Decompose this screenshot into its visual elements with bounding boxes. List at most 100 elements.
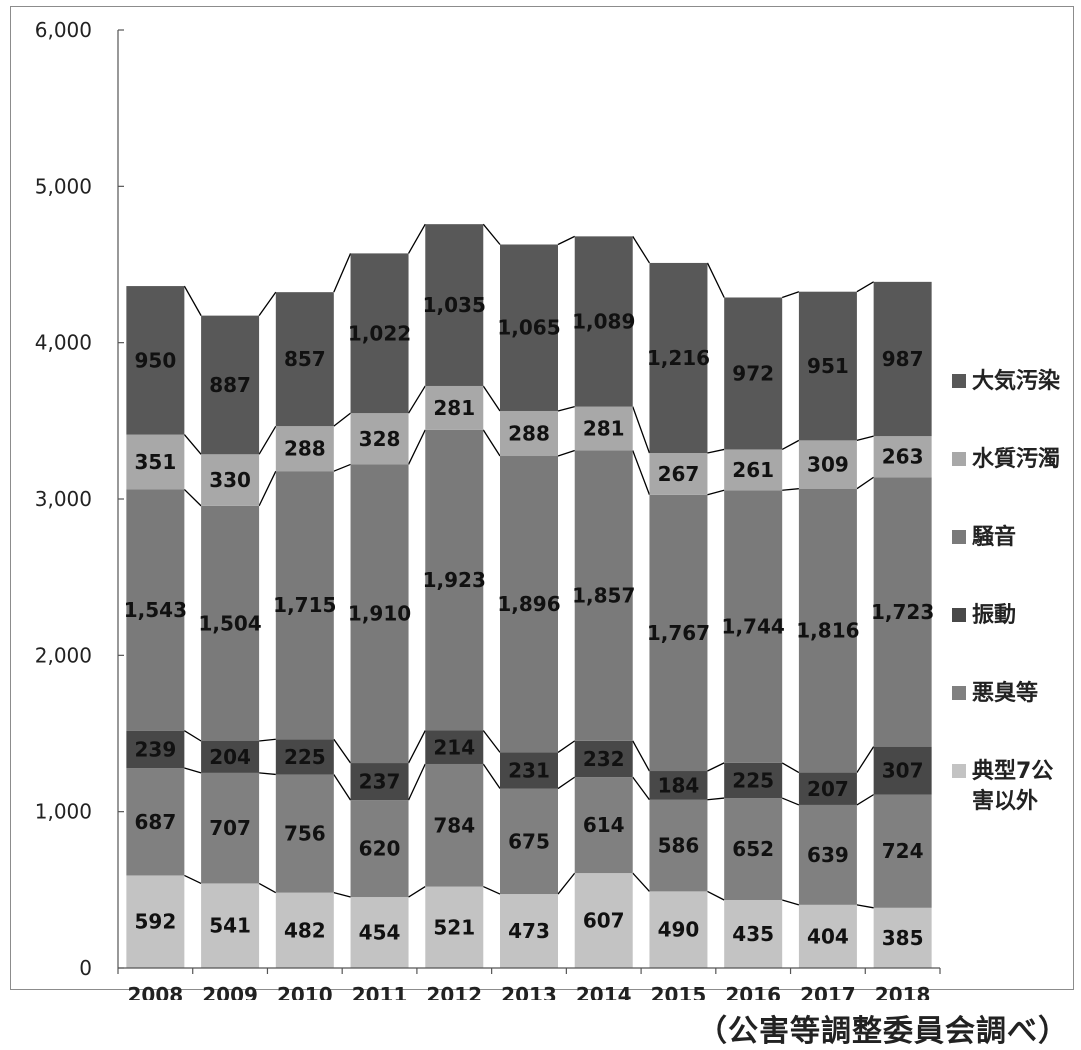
data-label: 1,543 (124, 598, 187, 622)
bar-segment (873, 794, 932, 908)
bar-segment (500, 894, 558, 968)
data-label: 204 (209, 745, 251, 769)
series-line (706, 262, 725, 298)
series-line (781, 762, 800, 774)
x-tick-label: 2017 (800, 983, 856, 1000)
data-label: 586 (658, 834, 700, 858)
data-label: 887 (209, 373, 251, 397)
series-line (781, 439, 800, 451)
series-line (407, 385, 426, 414)
series-line (407, 730, 426, 764)
series-line (632, 740, 651, 772)
data-label: 972 (732, 361, 774, 385)
series-line (482, 223, 501, 245)
axes-group: 0 1,000 2,000 3,000 4,000 5,000 6,000 2008 2009 2… (35, 18, 941, 1000)
bar-segment (126, 286, 185, 435)
data-label: 614 (583, 813, 625, 837)
series-line (407, 429, 426, 465)
data-label: 1,744 (722, 615, 785, 639)
data-label: 1,216 (647, 346, 710, 370)
series-line (333, 253, 352, 293)
bar-segment (873, 907, 932, 968)
data-label: 207 (807, 777, 849, 801)
bar-segment (201, 772, 260, 884)
data-label: 724 (882, 839, 924, 863)
series-line (333, 892, 351, 898)
series-line (184, 767, 202, 774)
series-line (707, 448, 725, 454)
x-tick-label: 2013 (501, 983, 557, 1000)
x-tick-label: 2009 (202, 983, 258, 1000)
bar-segment (724, 899, 783, 968)
y-tick-label: 1,000 (35, 800, 92, 824)
series-line (482, 763, 501, 789)
x-tick-label: 2016 (725, 983, 781, 1000)
data-label: 288 (508, 421, 550, 445)
data-label: 1,715 (273, 593, 336, 617)
bar-segment (574, 236, 633, 407)
data-label: 328 (359, 427, 401, 451)
stacked-bar-chart: 0 1,000 2,000 3,000 4,000 5,000 6,000 2008 2009 2… (35, 18, 1060, 1000)
data-label: 435 (732, 922, 774, 946)
data-label: 231 (508, 758, 550, 782)
series-line (707, 797, 725, 801)
series-line (632, 872, 650, 892)
data-label: 521 (433, 915, 475, 939)
series-line (333, 774, 352, 801)
bar-segment (649, 891, 708, 968)
bar-segment (275, 892, 334, 968)
data-label: 639 (807, 843, 849, 867)
y-tick-label: 0 (79, 956, 92, 980)
series-line (782, 899, 800, 906)
series-line (184, 730, 202, 742)
data-label: 281 (433, 396, 475, 420)
series-line (856, 435, 874, 442)
legend-label: 振動 (972, 603, 1016, 628)
bar-segment (574, 873, 633, 968)
data-label: 756 (284, 822, 326, 846)
data-label: 482 (284, 918, 326, 942)
data-label: 592 (134, 910, 176, 934)
data-label: 385 (882, 926, 924, 950)
bar-segment (275, 471, 334, 740)
bar-segment (425, 385, 484, 430)
series-line (482, 730, 501, 753)
bar-segment (201, 505, 260, 742)
data-label: 404 (807, 924, 849, 948)
data-label: 675 (508, 829, 550, 853)
legend-label: 悪臭等 (972, 680, 1038, 706)
bar-segment (649, 494, 708, 772)
data-label: 237 (359, 770, 401, 794)
series-line (632, 776, 650, 801)
series-line (333, 463, 351, 472)
legend-label: 典型7公 (972, 759, 1053, 784)
legend-swatch (952, 608, 966, 622)
bar-segment (724, 798, 783, 900)
series-line (184, 874, 202, 885)
series-line (632, 236, 651, 264)
series-lines-group (183, 223, 875, 909)
series-line (183, 285, 202, 316)
legend-label: 騒音 (972, 524, 1016, 550)
data-label: 1,816 (796, 619, 859, 643)
bar-segment (201, 741, 260, 773)
bar-segment (126, 434, 185, 490)
data-label: 1,504 (198, 611, 261, 635)
bar-segment (275, 426, 334, 472)
chart-frame (10, 6, 1074, 990)
bar-segment (126, 875, 185, 968)
legend-label: 水質汚濁 (972, 447, 1060, 472)
series-line (707, 489, 725, 496)
data-label: 951 (807, 354, 849, 378)
bar-segment (275, 739, 334, 775)
series-line (408, 885, 426, 898)
series-line (557, 872, 576, 895)
legend-swatch (952, 530, 966, 544)
series-line (482, 429, 501, 457)
legend-swatch (952, 452, 966, 466)
data-label: 1,723 (871, 600, 934, 624)
x-tick-label: 2011 (352, 983, 408, 1000)
data-label: 1,857 (572, 584, 635, 608)
bar-segment (201, 454, 260, 506)
